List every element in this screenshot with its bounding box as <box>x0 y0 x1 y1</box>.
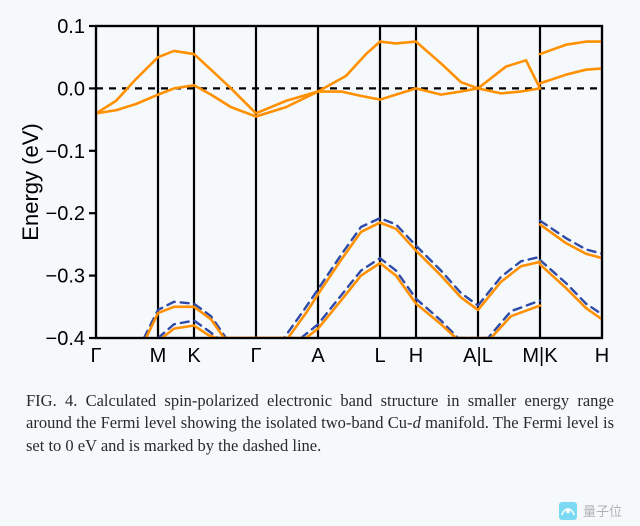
watermark: 量子位 <box>559 501 622 520</box>
band-structure-chart: 0.10.0−0.1−0.2−0.3−0.4ΓMKΓALHA|LM|KHEner… <box>18 12 622 382</box>
svg-text:M|K: M|K <box>522 345 558 367</box>
caption-label: FIG. 4. <box>26 391 77 410</box>
lower-band-B-solid <box>162 263 602 338</box>
svg-text:−0.2: −0.2 <box>46 203 85 225</box>
svg-text:A: A <box>311 345 325 367</box>
svg-text:−0.3: −0.3 <box>46 266 85 288</box>
svg-text:Γ: Γ <box>90 345 101 367</box>
svg-text:Energy (eV): Energy (eV) <box>18 123 43 240</box>
svg-text:A|L: A|L <box>463 345 493 367</box>
svg-text:Γ: Γ <box>250 345 261 367</box>
figure-caption: FIG. 4. Calculated spin-polarized electr… <box>18 382 622 457</box>
svg-text:H: H <box>595 345 609 367</box>
qubit-logo-icon <box>559 502 577 520</box>
upper-band-A <box>96 42 602 114</box>
figure-frame: 0.10.0−0.1−0.2−0.3−0.4ΓMKΓALHA|LM|KHEner… <box>0 0 640 526</box>
svg-text:M: M <box>150 345 167 367</box>
svg-text:0.0: 0.0 <box>57 78 85 100</box>
svg-text:H: H <box>409 345 423 367</box>
lower-band-A-solid <box>146 223 602 338</box>
svg-text:K: K <box>187 345 201 367</box>
upper-band-B <box>96 68 602 116</box>
svg-text:0.1: 0.1 <box>57 16 85 38</box>
caption-ital: d <box>413 413 421 432</box>
svg-text:−0.1: −0.1 <box>46 141 85 163</box>
watermark-text: 量子位 <box>583 501 622 520</box>
chart-svg: 0.10.0−0.1−0.2−0.3−0.4ΓMKΓALHA|LM|KHEner… <box>18 12 622 382</box>
svg-text:−0.4: −0.4 <box>46 328 85 350</box>
svg-text:L: L <box>374 345 385 367</box>
